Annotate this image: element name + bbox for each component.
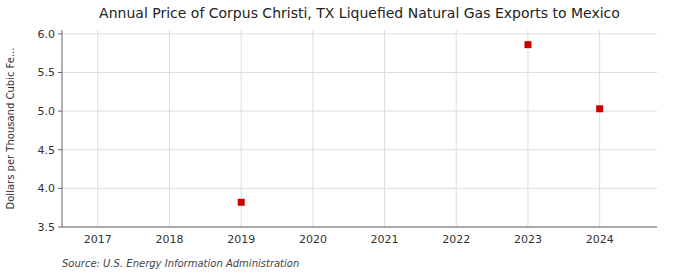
x-grid-line xyxy=(97,30,98,227)
x-tick-label: 2018 xyxy=(156,233,184,246)
x-tick-label: 2022 xyxy=(442,233,470,246)
title: Annual Price of Corpus Christi, TX Lique… xyxy=(99,5,620,21)
y-tick-label: 6.0 xyxy=(38,28,56,41)
grid xyxy=(62,30,657,227)
y-tick-label: 4.0 xyxy=(38,182,56,195)
x-grid-line xyxy=(599,30,600,227)
y-grid-line xyxy=(62,72,657,73)
y-grid-line xyxy=(62,227,657,228)
axes: 3.5 4.0 4.5 5.0 5.5 6.0 2017 2018 2019 2020 2021 20… xyxy=(38,28,658,246)
y-grid-line xyxy=(62,149,657,150)
y-tick xyxy=(58,227,62,228)
x-tick-label: 2023 xyxy=(514,233,542,246)
y-grid-line xyxy=(62,188,657,189)
y-grid-line xyxy=(62,33,657,34)
point xyxy=(524,41,531,48)
y-tick xyxy=(58,111,62,112)
x-tick-label: 2017 xyxy=(84,233,112,246)
y-tick xyxy=(58,188,62,189)
x-grid-line xyxy=(169,30,170,227)
x-grid-line xyxy=(384,30,385,227)
x-tick-label: 2020 xyxy=(299,233,327,246)
y-tick-label: 4.5 xyxy=(38,144,56,157)
x-grid-line xyxy=(241,30,242,227)
y-tick-label: 5.5 xyxy=(38,66,56,79)
x-tick-label: 2019 xyxy=(227,233,255,246)
x-tick-label: 2021 xyxy=(371,233,399,246)
y-tick-label: 3.5 xyxy=(38,221,56,234)
x-tick-label: 2024 xyxy=(586,233,614,246)
points xyxy=(238,41,603,206)
y-axis-label: Dollars per Thousand Cubic Fe... xyxy=(5,48,16,210)
y-tick xyxy=(58,149,62,150)
y-grid-line xyxy=(62,111,657,112)
source-note: Source: U.S. Energy Information Administ… xyxy=(62,258,299,269)
y-tick-label: 5.0 xyxy=(38,105,56,118)
y-tick xyxy=(58,72,62,73)
point xyxy=(596,105,603,112)
x-grid-line xyxy=(456,30,457,227)
point xyxy=(238,199,245,206)
chart: Annual Price of Corpus Christi, TX Lique… xyxy=(0,0,675,275)
y-tick xyxy=(58,33,62,34)
x-axis-line xyxy=(62,227,657,228)
x-grid-line xyxy=(312,30,313,227)
x-grid-line xyxy=(527,30,528,227)
y-axis-line xyxy=(62,30,63,227)
